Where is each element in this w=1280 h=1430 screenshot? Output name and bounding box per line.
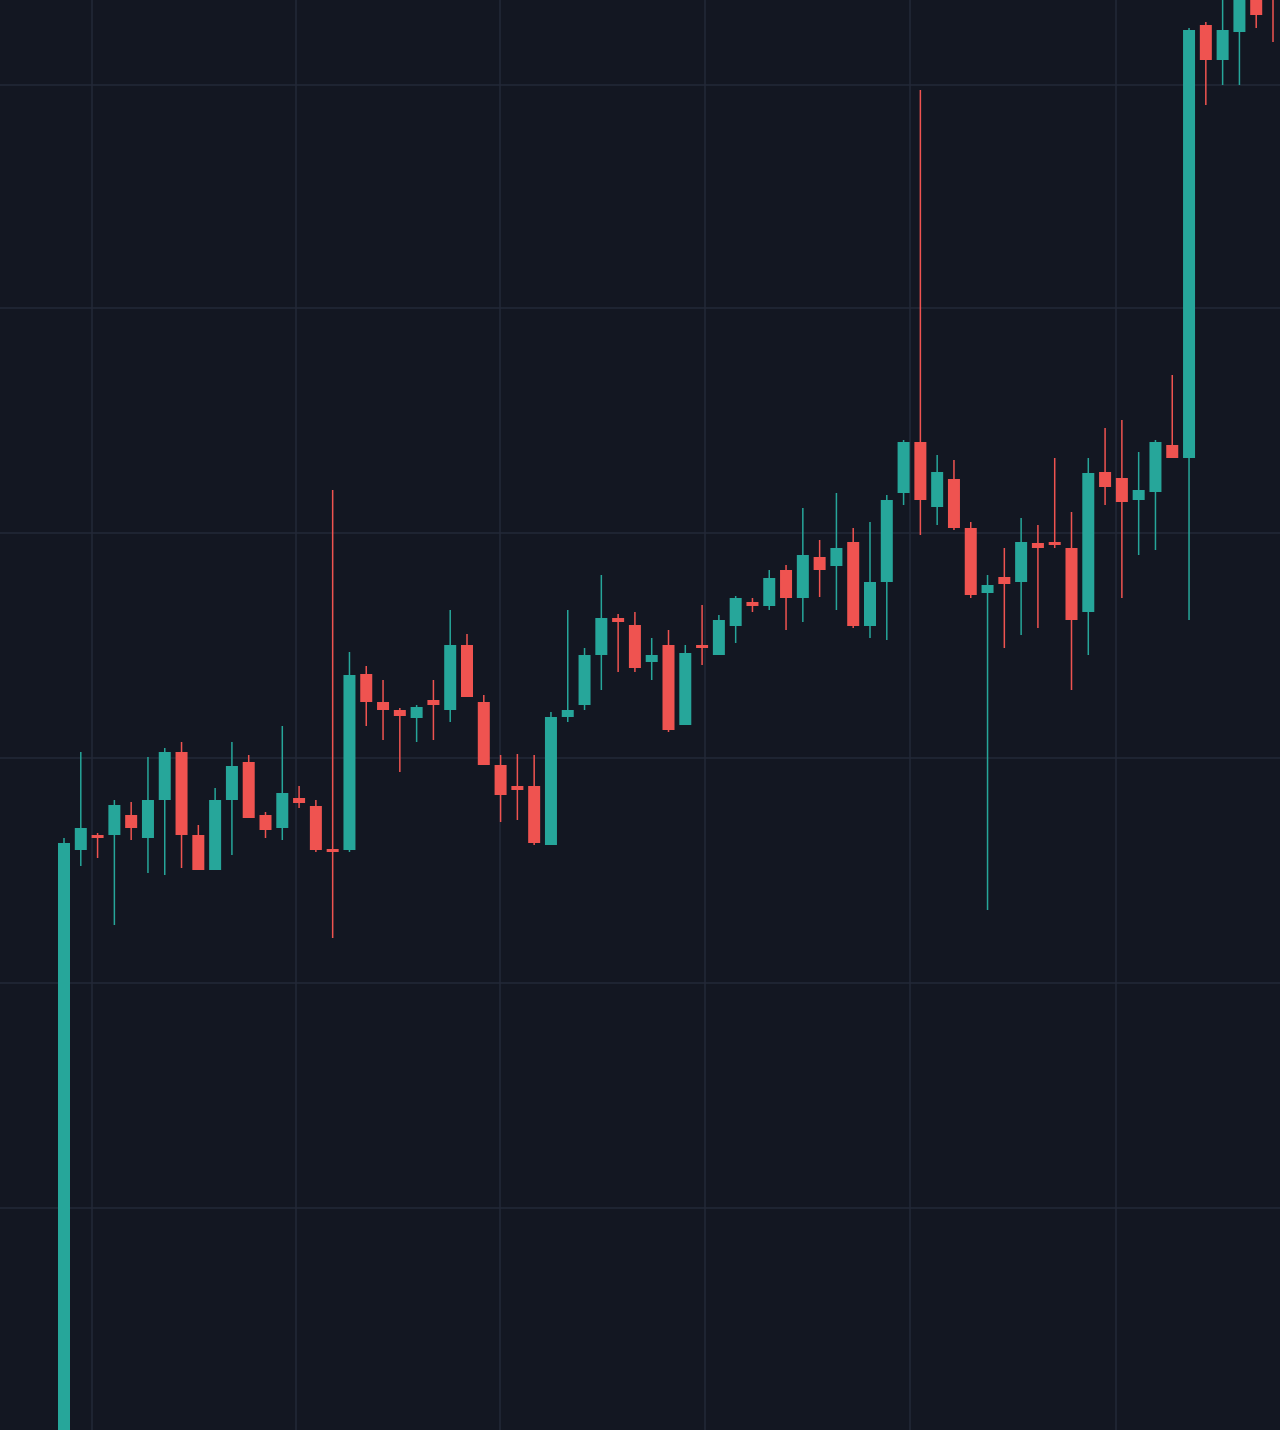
candle-body [612, 618, 625, 622]
candle-body [125, 815, 138, 828]
candle-body [58, 843, 70, 1430]
candle-body [192, 835, 205, 870]
candle-body [343, 675, 356, 850]
candle-body [259, 815, 272, 830]
candle-body [427, 700, 440, 705]
candle-body [981, 585, 994, 593]
candle-body [360, 674, 373, 702]
candle-body [544, 717, 557, 845]
candle-body [880, 500, 893, 582]
candle-body [1233, 0, 1246, 32]
candle-body [578, 655, 591, 705]
candle-body [393, 710, 406, 716]
candle-body [1199, 25, 1212, 60]
candle-body [813, 557, 826, 570]
candle-body [91, 835, 104, 838]
candle-body [1166, 445, 1179, 458]
candle-body [225, 766, 238, 800]
candle-body [847, 542, 860, 626]
candle-body [947, 479, 960, 528]
candle-body [293, 798, 306, 803]
candle-body [628, 625, 641, 668]
candle-body [1031, 543, 1044, 548]
candle-body [377, 702, 390, 710]
candle-body [528, 786, 541, 843]
candle-body [1048, 542, 1061, 545]
candle-body [746, 602, 759, 606]
candle-body [444, 645, 457, 710]
candle-body [998, 577, 1011, 584]
candle-body [595, 618, 608, 655]
candle-body [763, 578, 776, 606]
candle-body [175, 752, 188, 835]
candle-body [931, 472, 944, 507]
candle-body [645, 655, 658, 662]
candle-body [864, 582, 876, 626]
candle-body [914, 442, 927, 500]
candle-body [796, 555, 809, 598]
candle-body [1250, 0, 1263, 15]
candle-body [108, 805, 121, 835]
candle-body [1216, 30, 1229, 60]
candle-body [1065, 548, 1078, 620]
candle-body [830, 548, 843, 566]
candle-body [1115, 478, 1128, 502]
candle-body [242, 762, 255, 818]
candle-body [1132, 490, 1145, 500]
candle-body [158, 752, 171, 800]
candle-body [729, 598, 742, 626]
candle-body [561, 710, 574, 717]
candle-body [1183, 30, 1196, 458]
candle-body [477, 702, 490, 765]
candle-body [141, 800, 154, 838]
candle-body [410, 707, 423, 718]
candle-body [511, 786, 524, 790]
candle-body [662, 645, 675, 730]
candle-body [1149, 442, 1162, 492]
candle-body [964, 528, 977, 595]
candle-body [1082, 473, 1095, 612]
candle-body [897, 442, 910, 493]
candle-body [1015, 542, 1028, 582]
candles [58, 0, 1274, 1430]
candle-body [309, 806, 322, 850]
candle-body [494, 765, 507, 795]
candle-body [679, 653, 692, 725]
candle-body [696, 645, 709, 648]
candle-body [326, 849, 339, 852]
candle-body [209, 800, 222, 870]
candle-body [276, 793, 289, 828]
candle-body [712, 620, 725, 655]
candle-body [780, 570, 793, 598]
candle-body [74, 828, 87, 850]
candle-body [1099, 472, 1112, 487]
candle-body [461, 645, 473, 697]
